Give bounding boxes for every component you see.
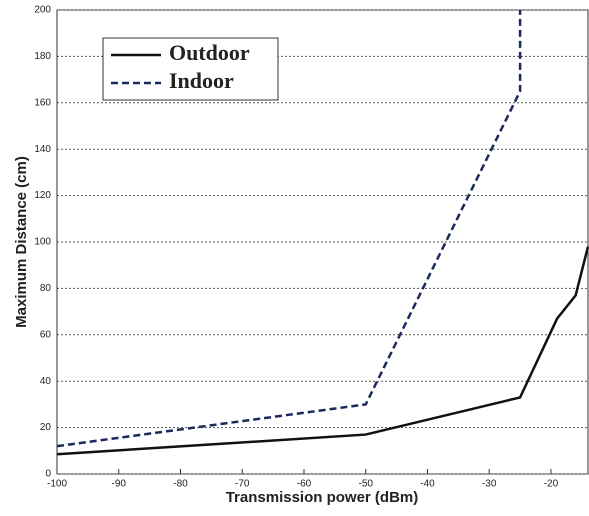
y-tick-label: 120: [34, 190, 51, 201]
series-line: [56, 10, 522, 448]
series-line: [56, 246, 589, 456]
y-tick-label: 180: [34, 51, 51, 62]
y-tick-label: 140: [34, 144, 51, 155]
legend-label: Outdoor: [169, 40, 250, 65]
x-tick-label: -40: [420, 479, 435, 490]
y-tick-label: 160: [34, 97, 51, 108]
y-tick-label: 60: [40, 329, 52, 340]
x-tick-label: -70: [235, 479, 250, 490]
y-tick-label: 80: [40, 283, 52, 294]
y-axis-label: Maximum Distance (cm): [13, 156, 30, 328]
x-tick-label: -30: [482, 479, 497, 490]
x-tick-label: -100: [47, 479, 67, 490]
x-tick-label: -20: [544, 479, 559, 490]
x-tick-label: -60: [297, 479, 312, 490]
x-tick-label: -50: [358, 479, 373, 490]
y-tick-label: 100: [34, 237, 51, 248]
legend-box: [102, 37, 279, 101]
y-tick-label: 200: [34, 5, 51, 16]
x-tick-label: -80: [173, 479, 188, 490]
x-axis-label: Transmission power (dBm): [226, 489, 419, 506]
y-tick-label: 20: [40, 422, 52, 433]
legend-label: Indoor: [169, 68, 234, 93]
y-tick-label: 40: [40, 376, 52, 387]
x-tick-label: -90: [112, 479, 127, 490]
y-tick-label: 0: [45, 469, 51, 480]
